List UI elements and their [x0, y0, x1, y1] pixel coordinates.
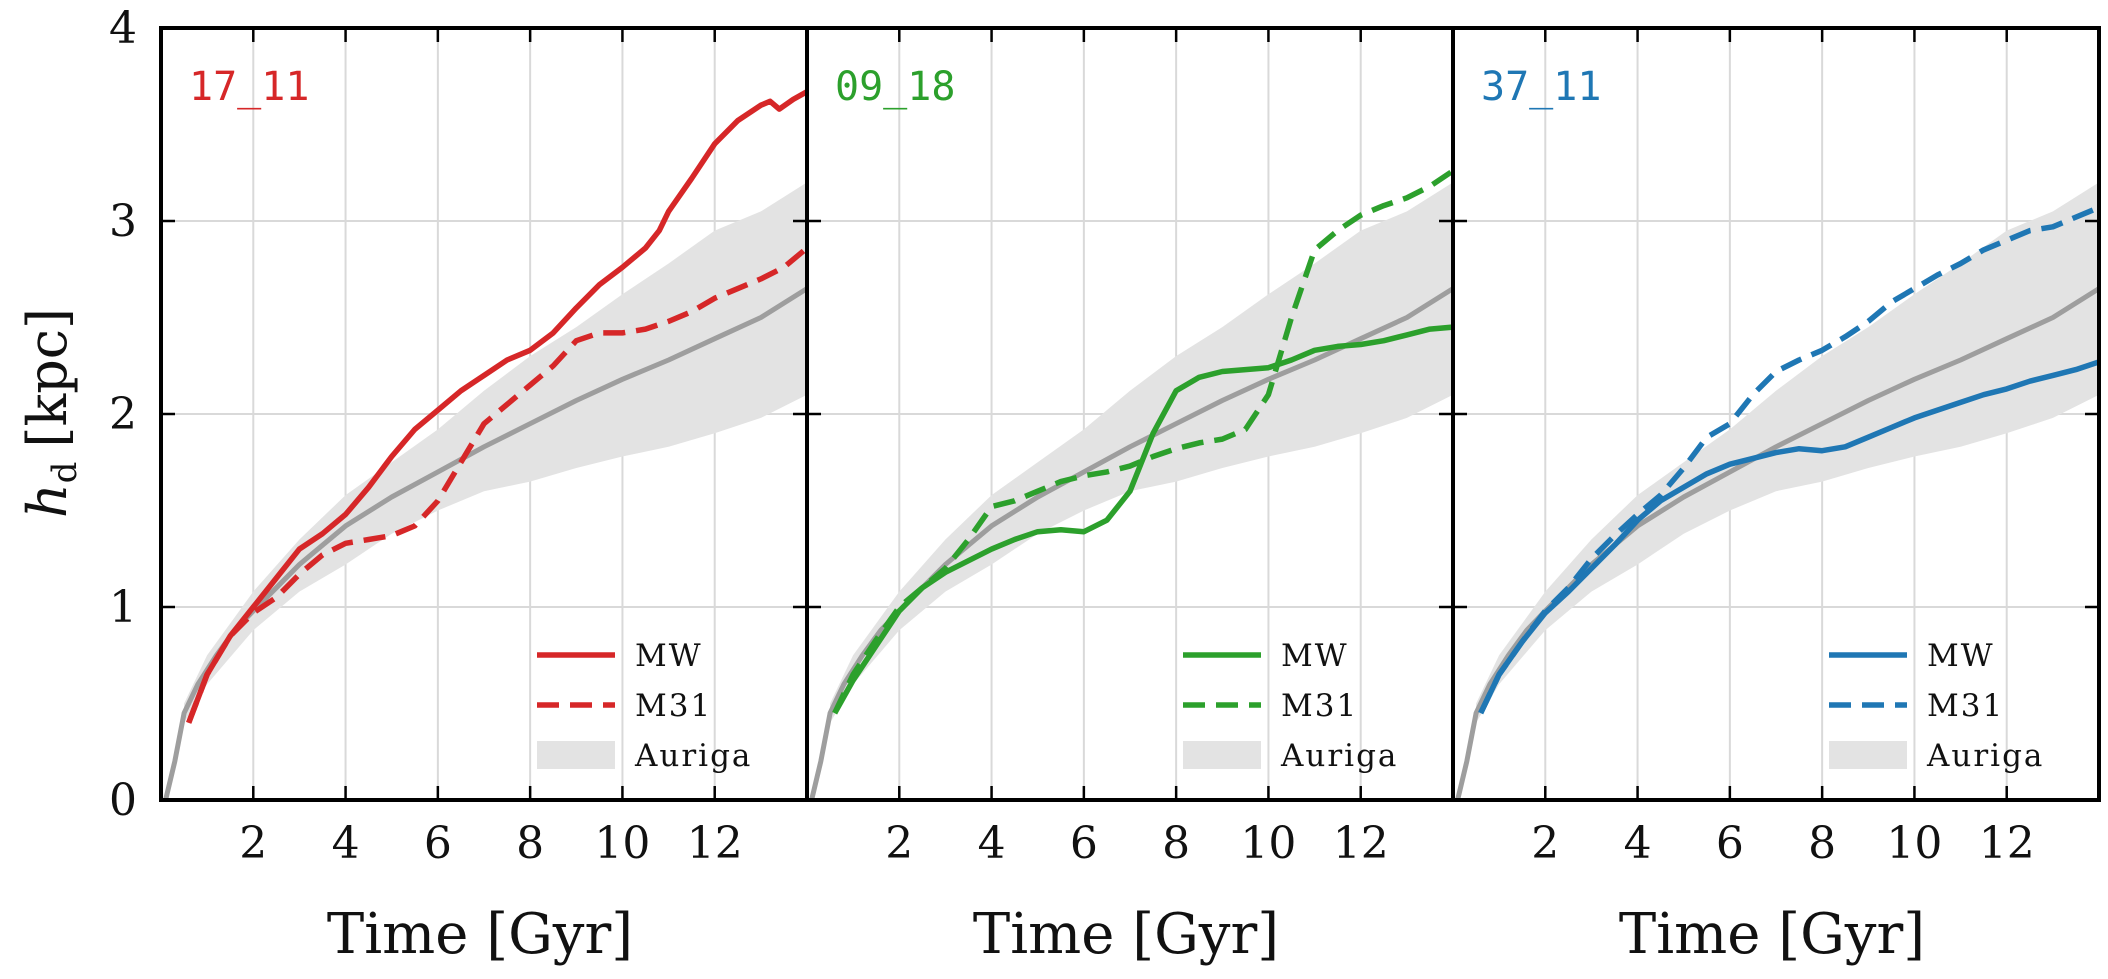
legend-swatch-auriga	[1829, 741, 1907, 769]
plot-area	[163, 89, 806, 800]
x-axis-title-1: Time [Gyr]	[327, 902, 633, 967]
legend-label-mw: MW	[1281, 638, 1349, 674]
series-line-m31	[186, 245, 806, 724]
legend-swatch-auriga	[537, 741, 615, 769]
x-axis-title-3: Time [Gyr]	[1619, 902, 1925, 967]
x-tick-label: 6	[1716, 818, 1744, 869]
legend-label-m31: M31	[1927, 688, 2004, 724]
y-tick-label: 1	[109, 582, 137, 633]
x-tick-label: 8	[516, 818, 544, 869]
x-tick-label: 4	[1624, 818, 1652, 869]
y-tick-label: 0	[109, 775, 137, 826]
x-tick-label: 6	[1070, 818, 1098, 869]
series-line-m31	[832, 168, 1452, 715]
x-tick-label: 2	[885, 818, 913, 869]
x-tick-label: 8	[1162, 818, 1190, 869]
x-axis-title-2: Time [Gyr]	[973, 902, 1279, 967]
auriga-band	[830, 183, 1452, 723]
x-tick-label: 10	[1240, 818, 1296, 869]
x-tick-label: 12	[1979, 818, 2035, 869]
y-tick-label: 2	[109, 389, 137, 440]
x-tick-label: 4	[332, 818, 360, 869]
panel-title: 17_11	[189, 64, 309, 110]
x-tick-label: 2	[239, 818, 267, 869]
auriga-median-line	[163, 286, 806, 800]
x-tick-label: 12	[687, 818, 743, 869]
x-tick-label: 4	[978, 818, 1006, 869]
series-line-m31	[1478, 204, 2098, 715]
series-line-mw	[186, 89, 806, 724]
x-tick-label: 6	[424, 818, 452, 869]
legend-label-m31: M31	[1281, 688, 1358, 724]
panel-2: 2 4 6 8 10 12 09_18 MW M31 Auriga	[805, 26, 1455, 869]
panel-3: 2 4 6 8 10 12 37_11 MW M31 Auriga	[1451, 26, 2101, 869]
x-tick-label: 8	[1808, 818, 1836, 869]
y-tick-label: 4	[109, 3, 137, 54]
legend-label-mw: MW	[635, 638, 703, 674]
legend: MW M31 Auriga	[1829, 638, 2044, 774]
x-tick-label: 10	[1886, 818, 1942, 869]
x-tick-label: 2	[1531, 818, 1559, 869]
y-tick-label: 3	[109, 196, 137, 247]
x-tick-label: 12	[1333, 818, 1389, 869]
panel-title: 37_11	[1481, 64, 1601, 110]
plot-area	[809, 168, 1452, 800]
panel-title: 09_18	[835, 64, 955, 110]
legend-label-auriga: Auriga	[634, 738, 752, 774]
y-axis-title: hd[kpc]	[16, 308, 85, 518]
legend-swatch-auriga	[1183, 741, 1261, 769]
auriga-band	[184, 183, 806, 723]
legend: MW M31 Auriga	[537, 638, 752, 774]
legend: MW M31 Auriga	[1183, 638, 1398, 774]
legend-label-m31: M31	[635, 688, 712, 724]
series-line-mw	[1478, 359, 2098, 715]
legend-label-mw: MW	[1927, 638, 1995, 674]
x-tick-label: 10	[594, 818, 650, 869]
legend-label-auriga: Auriga	[1926, 738, 2044, 774]
panel-frame	[1451, 26, 2101, 802]
plot-area	[1455, 183, 2098, 800]
legend-label-auriga: Auriga	[1280, 738, 1398, 774]
